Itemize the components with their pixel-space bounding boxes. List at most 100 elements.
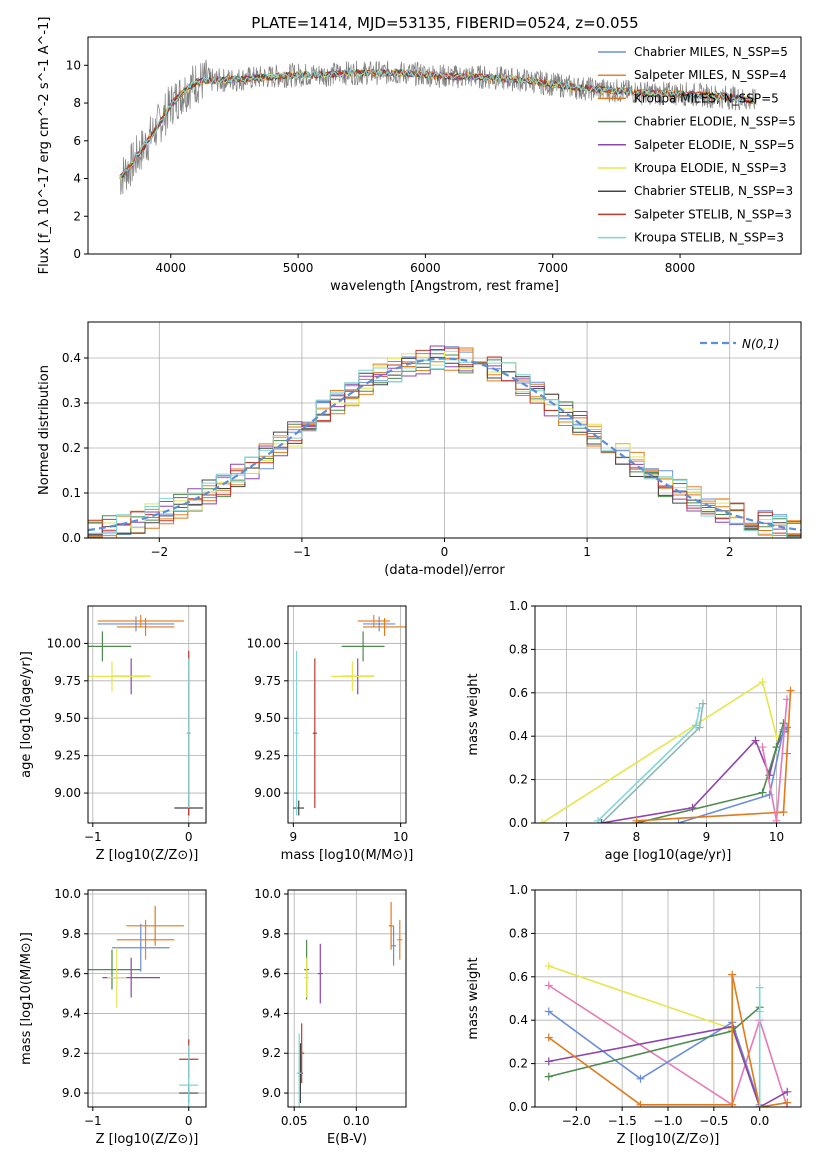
y-axis-label: mass [log10(M/M⊙)] — [19, 932, 34, 1065]
axes-frame — [87, 605, 207, 824]
weight-marker — [544, 1007, 553, 1016]
y-tick-label: 9.75 — [54, 674, 81, 688]
y-tick-label: 0.3 — [62, 396, 81, 410]
weight-marker — [728, 970, 737, 979]
model-spectrum — [119, 68, 756, 177]
axes-frame — [87, 889, 207, 1108]
weight-marker — [674, 819, 683, 823]
axes-frame — [534, 605, 802, 824]
plot-area — [535, 606, 801, 823]
y-tick-label: 9.00 — [54, 786, 81, 800]
x-axis-label: wavelength [Angstrom, rest frame] — [330, 279, 559, 294]
weight-marker — [758, 743, 767, 752]
x-tick-label: 0 — [441, 545, 449, 559]
x-axis-label: (data-model)/error — [384, 563, 505, 578]
x-tick-label: −1.5 — [608, 1114, 637, 1128]
legend-label: Salpeter ELODIE, N_SSP=5 — [634, 138, 795, 152]
y-tick-label: 6 — [73, 134, 81, 148]
x-tick-label: 2 — [726, 545, 734, 559]
weight-marker — [544, 1057, 553, 1066]
y-tick-label: 8 — [73, 96, 81, 110]
y-tick-label: 9.0 — [262, 1086, 281, 1100]
y-tick-label: 0.1 — [62, 486, 81, 500]
panel-mass-vs-z: −1 0 9.0 9.2 9.4 9.6 9.8 10.0 Z [log10(Z/Z⊙)] mas… — [19, 887, 207, 1147]
y-tick-label: 4 — [73, 172, 81, 186]
weight-marker — [544, 1033, 553, 1042]
y-tick-label: 1.0 — [509, 883, 528, 897]
plot-area — [288, 606, 406, 823]
x-axis-label: age [log10(age/yr)] — [605, 848, 732, 863]
weight-marker — [755, 983, 764, 992]
weight-marker — [755, 1007, 764, 1016]
x-tick-label: −2.0 — [562, 1114, 591, 1128]
weight-marker — [692, 721, 700, 730]
y-tick-label: 0.4 — [509, 729, 528, 743]
x-tick-label: 4000 — [155, 261, 186, 275]
weight-marker — [772, 816, 781, 823]
weight-marker — [765, 771, 774, 780]
y-tick-label: 0.2 — [509, 1057, 528, 1071]
x-axis-label: E(B-V) — [327, 1132, 367, 1147]
weight-marker — [786, 686, 795, 695]
weight-marker — [594, 816, 602, 823]
legend-label: Kroupa ELODIE, N_SSP=3 — [634, 161, 787, 175]
panel-age-vs-mass: 9 10 9.00 9.25 9.50 9.75 10.00 mass [log10(M/M⊙… — [247, 605, 413, 863]
weight-marker — [783, 1087, 792, 1096]
weight-marker — [728, 1100, 737, 1107]
weight-line — [541, 680, 778, 823]
x-tick-label: −1.0 — [653, 1114, 682, 1128]
y-tick-label: 9.4 — [62, 1006, 81, 1020]
weight-marker — [597, 819, 606, 823]
x-tick-label: 5000 — [283, 261, 314, 275]
x-tick-label: 10 — [769, 830, 784, 844]
weight-marker — [758, 677, 767, 686]
x-tick-label: 8 — [633, 830, 641, 844]
weight-marker — [695, 703, 704, 712]
x-tick-label: 0.10 — [343, 1114, 370, 1128]
y-axis-label: Flux [f_λ 10^-17 erg cm^-2 s^-1 A^-1] — [37, 17, 52, 275]
y-tick-label: 0.8 — [509, 642, 528, 656]
x-tick-label: 0.05 — [281, 1114, 308, 1128]
x-axis-label: Z [log10(Z/Z⊙)] — [96, 848, 199, 863]
weight-marker — [544, 1072, 553, 1081]
y-tick-label: 0.2 — [509, 773, 528, 787]
y-tick-label: 10.0 — [54, 887, 81, 901]
weight-marker — [636, 1074, 645, 1083]
y-tick-label: 0 — [73, 247, 81, 261]
x-tick-label: 1 — [583, 545, 591, 559]
normal-curve — [88, 357, 801, 532]
plot-area — [288, 890, 406, 1107]
weight-line — [548, 965, 761, 1107]
y-tick-label: 9.2 — [262, 1046, 281, 1060]
y-tick-label: 9.4 — [262, 1006, 281, 1020]
weight-line — [636, 722, 785, 823]
y-axis-label: Normed distribution — [37, 365, 52, 495]
weight-line — [548, 974, 788, 1107]
legend-label: Kroupa MILES, N_SSP=5 — [634, 91, 779, 105]
y-tick-label: 9.6 — [62, 967, 81, 981]
plot-area — [88, 890, 206, 1107]
x-tick-label: 9 — [290, 830, 298, 844]
axes-frame — [287, 889, 407, 1108]
y-tick-label: 9.6 — [262, 967, 281, 981]
plot-area — [535, 890, 801, 1107]
y-tick-label: 0.8 — [509, 926, 528, 940]
x-axis-label: Z [log10(Z/Z⊙)] — [96, 1132, 199, 1147]
legend-label: N(0,1) — [742, 337, 779, 351]
x-tick-label: −1 — [84, 1114, 102, 1128]
weight-marker — [779, 808, 788, 817]
y-tick-label: 0.6 — [509, 686, 528, 700]
x-tick-label: 7000 — [537, 261, 568, 275]
weight-line — [548, 1025, 788, 1107]
weight-marker — [544, 981, 553, 990]
y-tick-label: 0.0 — [62, 531, 81, 545]
weight-marker — [755, 1103, 764, 1107]
y-tick-label: 9.25 — [254, 749, 281, 763]
y-tick-label: 0.4 — [62, 351, 81, 365]
model-spectrum — [119, 68, 756, 180]
y-axis-label: mass weight — [466, 957, 481, 1039]
legend-label: Salpeter MILES, N_SSP=4 — [634, 68, 787, 82]
y-tick-label: 9.00 — [254, 786, 281, 800]
y-tick-label: 9.50 — [254, 711, 281, 725]
